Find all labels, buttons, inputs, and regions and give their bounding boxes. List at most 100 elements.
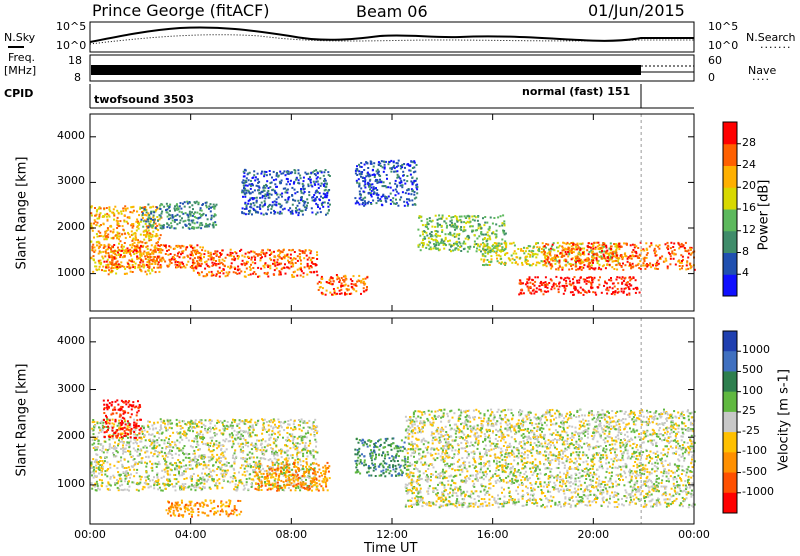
power-scatter-cell [206, 273, 208, 275]
power-scatter-cell [313, 181, 315, 183]
power-scatter-cell [257, 276, 259, 278]
power-scatter-cell [145, 271, 147, 273]
power-scatter-cell [184, 206, 186, 208]
velocity-scatter-cell [292, 454, 294, 456]
power-scatter-cell [454, 229, 456, 231]
power-scatter-cell [564, 290, 566, 292]
power-scatter-cell [308, 185, 310, 187]
velocity-scatter-cell [213, 478, 215, 480]
power-scatter-cell [393, 171, 395, 173]
power-scatter-cell [103, 223, 105, 225]
power-scatter-cell [360, 162, 362, 164]
velocity-scatter-cell [307, 455, 309, 457]
power-scatter-cell [136, 255, 138, 257]
power-scatter-cell [109, 210, 111, 212]
power-scatter-cell [259, 259, 261, 261]
power-scatter-cell [288, 209, 290, 211]
power-scatter-cell [596, 257, 598, 259]
power-scatter-cell [459, 219, 461, 221]
power-scatter-cell [412, 177, 414, 179]
power-scatter-cell [629, 255, 631, 257]
power-scatter-cell [618, 243, 620, 245]
power-scatter-cell [201, 263, 203, 265]
velocity-scatter-cell [145, 480, 147, 482]
power-scatter-band [417, 214, 507, 252]
power-scatter-cell [367, 167, 369, 169]
power-scatter-cell [320, 196, 322, 198]
power-scatter-cell [606, 293, 608, 295]
power-scatter-cell [153, 250, 155, 252]
power-scatter-cell [281, 196, 283, 198]
power-scatter-cell [267, 190, 269, 192]
power-scatter-cell [303, 272, 305, 274]
power-scatter-cell [317, 283, 319, 285]
power-scatter-cell [362, 202, 364, 204]
power-scatter-cell [94, 249, 96, 251]
power-scatter-cell [91, 215, 93, 217]
power-scatter-cell [682, 265, 684, 267]
power-scatter-cell [443, 244, 445, 246]
power-scatter-cell [558, 291, 560, 293]
power-scatter-cell [160, 227, 162, 229]
velocity-scatter-cell [245, 458, 247, 460]
power-scatter-cell [589, 262, 591, 264]
velocity-scatter-cell [122, 444, 124, 446]
power-scatter-cell [492, 245, 494, 247]
power-scatter-cell [248, 179, 250, 181]
power-scatter-cell [621, 254, 623, 256]
power-scatter-cell [456, 218, 458, 220]
power-scatter-cell [402, 191, 404, 193]
power-scatter-cell [269, 186, 271, 188]
power-scatter-cell [356, 165, 358, 167]
power-scatter-cell [154, 263, 156, 265]
power-scatter-cell [483, 234, 485, 236]
power-scatter-cell [204, 250, 206, 252]
power-scatter-cell [147, 248, 149, 250]
power-scatter-cell [294, 271, 296, 273]
power-scatter-cell [141, 241, 143, 243]
velocity-scatter-cell [243, 464, 245, 466]
power-scatter-cell [276, 261, 278, 263]
power-scatter-cell [447, 240, 449, 242]
power-scatter-cell [559, 282, 561, 284]
velocity-scatter-cell [179, 433, 181, 435]
velocity-scatter-cell [185, 457, 187, 459]
velocity-scatter-cell [93, 433, 95, 435]
power-scatter-cell [528, 287, 530, 289]
power-scatter-cell [586, 277, 588, 279]
velocity-scatter-cell [226, 448, 228, 450]
power-scatter-cell [125, 237, 127, 239]
power-scatter-cell [483, 224, 485, 226]
velocity-scatter-cell [282, 437, 284, 439]
power-scatter-cell [215, 260, 217, 262]
power-scatter-cell [200, 215, 202, 217]
power-scatter-cell [110, 225, 112, 227]
power-scatter-cell [528, 253, 530, 255]
velocity-scatter-cell [229, 436, 231, 438]
power-scatter-cell [670, 258, 672, 260]
velocity-scatter-cell [210, 422, 212, 424]
power-scatter-cell [140, 234, 142, 236]
power-scatter-cell [157, 263, 159, 265]
power-scatter-cell [196, 249, 198, 251]
velocity-scatter-cell [283, 429, 285, 431]
velocity-scatter-cell [313, 421, 315, 423]
velocity-scatter-cell [226, 428, 228, 430]
velocity-scatter-cell [218, 457, 220, 459]
power-scatter-cell [135, 233, 137, 235]
power-scatter-cell [108, 256, 110, 258]
power-scatter-cell [582, 289, 584, 291]
power-scatter-cell [487, 234, 489, 236]
power-scatter-cell [166, 223, 168, 225]
power-scatter-cell [173, 257, 175, 259]
power-scatter-cell [263, 175, 265, 177]
power-scatter-cell [463, 226, 465, 228]
power-scatter-cell [550, 248, 552, 250]
power-scatter-cell [193, 270, 195, 272]
power-scatter-cell [559, 265, 561, 267]
power-scatter-cell [129, 267, 131, 269]
power-scatter-cell [523, 292, 525, 294]
power-scatter-cell [300, 197, 302, 199]
power-scatter-cell [217, 270, 219, 272]
velocity-scatter-cell [141, 431, 143, 433]
